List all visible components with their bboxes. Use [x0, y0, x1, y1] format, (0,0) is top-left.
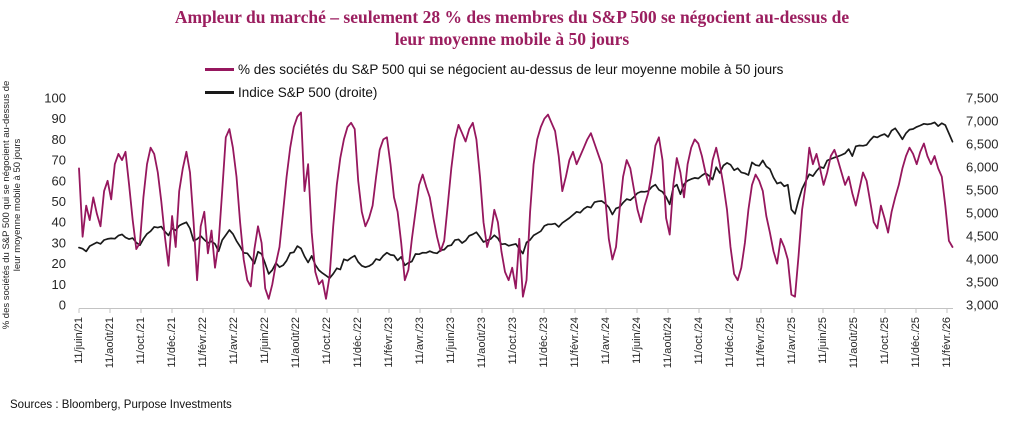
- chart-title-line-1: Ampleur du marché – seulement 28 % des m…: [174, 7, 850, 27]
- y-right-tick-label: 6,000: [966, 160, 999, 175]
- x-tick-label: 11/août/23: [476, 317, 488, 368]
- x-tick-label: 11/août/25: [848, 317, 860, 368]
- x-tick-label: 11/oct./21: [135, 317, 147, 365]
- x-tick-label: 11/juin/22: [259, 317, 271, 364]
- x-tick-label: 11/déc./21: [166, 317, 178, 368]
- x-tick-label: 11/déc./22: [352, 317, 364, 368]
- y-left-tick-label: 60: [52, 173, 66, 188]
- y-left-tick-label: 0: [59, 298, 66, 313]
- x-tick-label: 11/déc./25: [910, 317, 922, 368]
- y-left-tick-label: 70: [52, 153, 66, 168]
- x-tick-label: 11/juin/25: [817, 317, 829, 364]
- y-right-tick-label: 4,500: [966, 229, 999, 244]
- legend-label-breadth: % des sociétés du S&P 500 qui se négocie…: [238, 62, 784, 77]
- y-right-tick-label: 4,000: [966, 252, 999, 267]
- source-note: Sources : Bloomberg, Purpose Investments: [10, 399, 232, 411]
- x-tick-label: 11/févr./24: [569, 317, 581, 368]
- x-tick-label: 11/juin/21: [73, 317, 85, 364]
- y-right-tick-label: 5,000: [966, 206, 999, 221]
- y-right-tick-label: 7,000: [966, 114, 999, 129]
- x-tick-label: 11/oct./25: [879, 317, 891, 365]
- x-tick-label: 11/févr./22: [197, 317, 209, 368]
- y-right-tick-label: 3,500: [966, 275, 999, 290]
- y-left-tick-label: 40: [52, 215, 66, 230]
- y-left-tick-label: 90: [52, 111, 66, 126]
- y-left-tick-label: 20: [52, 256, 66, 271]
- chart-title-line-2: leur moyenne mobile à 50 jours: [394, 28, 630, 49]
- x-tick-label: 11/juin/24: [631, 317, 643, 364]
- y-left-tick-label: 10: [52, 277, 66, 292]
- x-tick-label: 11/avr./22: [228, 317, 240, 365]
- legend-item-breadth: % des sociétés du S&P 500 qui se négocie…: [205, 60, 783, 79]
- y-left-tick-label: 80: [52, 132, 66, 147]
- chart-title: Ampleur du marché – seulement 28 % des m…: [0, 7, 1024, 50]
- x-tick-label: 11/févr./25: [755, 317, 767, 368]
- legend-label-sp500: Indice S&P 500 (droite): [238, 85, 378, 100]
- legend: % des sociétés du S&P 500 qui se négocie…: [205, 60, 783, 102]
- x-tick-label: 11/déc./23: [538, 317, 550, 368]
- sp500-line: [78, 121, 954, 280]
- y-right-tick-label: 6,500: [966, 137, 999, 152]
- x-tick-label: 11/oct./23: [507, 317, 519, 365]
- x-tick-label: 11/déc./24: [724, 317, 736, 368]
- x-tick-label: 11/oct./22: [321, 317, 333, 365]
- x-tick-label: 11/févr./26: [941, 317, 953, 368]
- legend-item-sp500: Indice S&P 500 (droite): [205, 83, 783, 102]
- y-left-tick-label: 30: [52, 235, 66, 250]
- x-tick-label: 11/août/24: [662, 317, 674, 368]
- y-left-tick-label: 50: [52, 194, 66, 209]
- x-tick-label: 11/avr./25: [786, 317, 798, 365]
- y-left-tick-label: 100: [44, 91, 66, 106]
- x-tick-label: 11/août/22: [290, 317, 302, 368]
- x-tick-label: 11/août/21: [104, 317, 116, 368]
- breadth-line: [78, 111, 954, 300]
- x-tick-label: 11/oct./24: [693, 317, 705, 365]
- y-right-tick-label: 5,500: [966, 183, 999, 198]
- legend-swatch-breadth: [205, 68, 234, 71]
- legend-swatch-sp500: [205, 91, 234, 94]
- y-right-tick-label: 3,000: [966, 298, 999, 313]
- x-tick-label: 11/avr./24: [600, 317, 612, 365]
- x-tick-label: 11/juin/23: [445, 317, 457, 364]
- x-tick-label: 11/févr./23: [383, 317, 395, 368]
- y-right-tick-label: 7,500: [966, 91, 999, 106]
- x-tick-label: 11/avr./23: [414, 317, 426, 365]
